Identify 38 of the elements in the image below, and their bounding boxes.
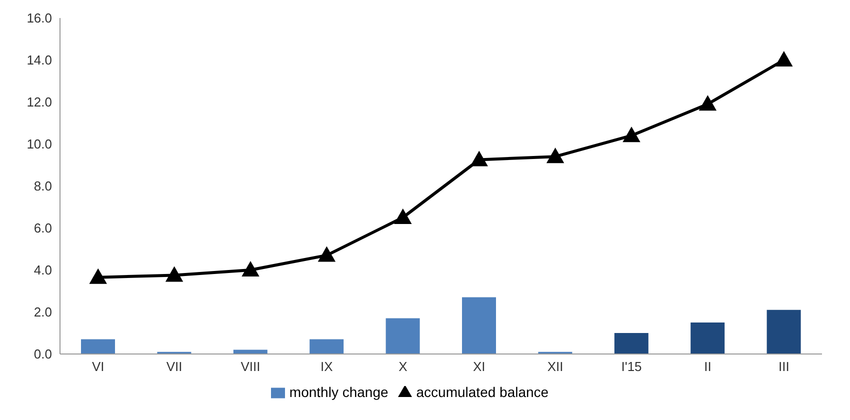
point [394,209,412,224]
point [166,266,183,282]
x-tick-label: VIII [240,359,260,374]
x-tick-label: XII [547,359,564,374]
legend-label: accumulated balance [416,384,549,400]
x-tick-label: X [398,359,408,374]
y-tick-label: 16.0 [26,10,52,26]
y-tick-label: 4.0 [34,262,52,278]
point [623,127,640,142]
y-tick-label: 0.0 [34,346,52,362]
bar [690,322,725,354]
point [318,246,336,262]
x-tick-label: IX [320,359,334,374]
point [775,52,792,66]
x-tick-label: XI [472,359,486,374]
x-tick-label: VII [166,359,182,374]
bar [462,297,496,354]
bar [386,318,420,354]
x-tick-label: I'15 [621,359,642,374]
point [546,148,564,164]
legend-label: monthly change [289,384,388,400]
bar [81,339,115,354]
bar [614,333,648,354]
y-tick-label: 12.0 [26,94,52,110]
y-tick-label: 8.0 [34,178,52,194]
point [242,262,259,276]
y-tick-label: 14.0 [26,52,52,68]
point [699,96,716,111]
bar [310,339,344,354]
y-tick-label: 6.0 [34,220,52,236]
x-tick-label: II [704,359,712,374]
bar [766,310,801,354]
point [90,268,107,284]
x-tick-label: III [778,359,790,374]
y-tick-label: 2.0 [34,304,52,320]
y-tick-label: 10.0 [26,136,52,152]
x-tick-label: VI [92,359,104,374]
point [470,151,488,166]
